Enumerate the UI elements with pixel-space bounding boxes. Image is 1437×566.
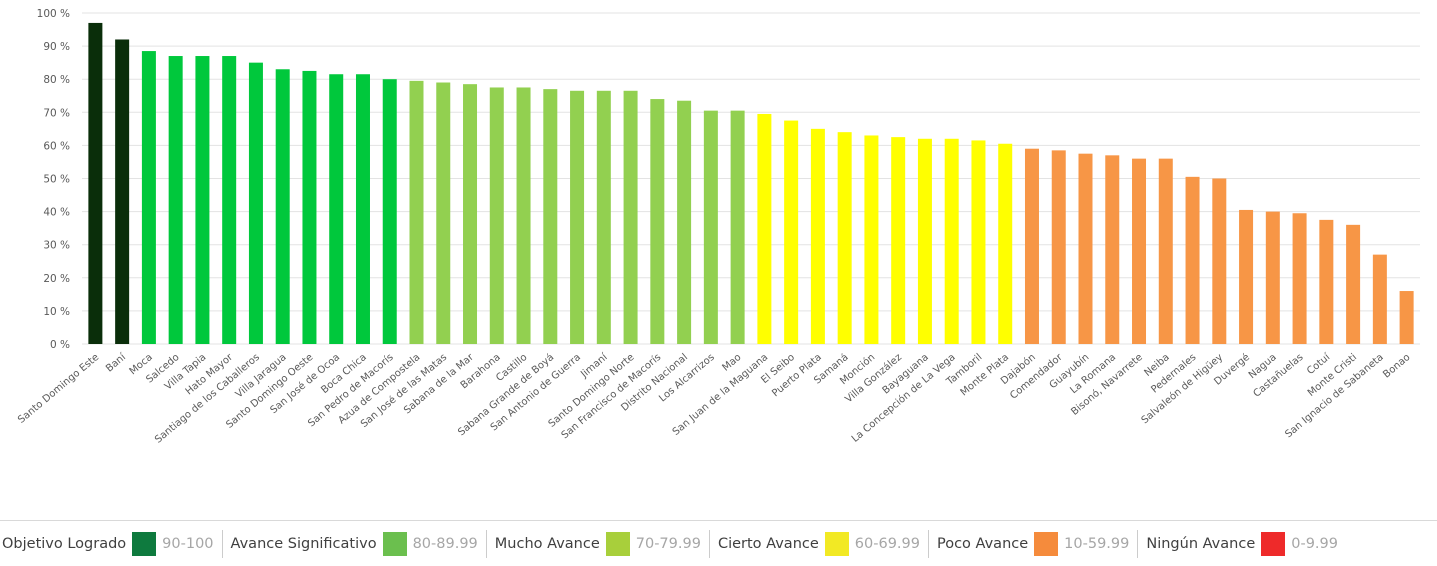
- bar: [864, 135, 879, 344]
- bar: [195, 56, 210, 344]
- legend-item: Ningún Avance 0-9.99: [1137, 529, 1346, 558]
- bar: [1292, 213, 1307, 344]
- bar: [1319, 219, 1334, 344]
- y-tick-label: 50 %: [43, 174, 70, 186]
- x-tick-label: Santo Domingo Este: [16, 352, 101, 426]
- bar: [596, 90, 611, 344]
- bar: [222, 56, 237, 344]
- legend-range: 0-9.99: [1291, 535, 1338, 552]
- bar: [436, 82, 451, 344]
- bar: [302, 70, 317, 345]
- bar: [810, 128, 825, 344]
- legend-swatch: [824, 531, 849, 556]
- bar: [1185, 176, 1200, 344]
- bar: [623, 90, 638, 344]
- bar: [944, 138, 959, 344]
- bar: [837, 132, 852, 344]
- chart: 0 % 10 % 20 % 30 % 40 % 50 % 60 % 70 % 80 % 90 % 1…: [16, 8, 1420, 446]
- x-tick-label: Baní: [103, 350, 129, 374]
- legend-swatch: [382, 531, 407, 556]
- legend-range: 10-59.99: [1064, 535, 1130, 552]
- legend-item: Mucho Avance 70-79.99: [485, 529, 709, 558]
- bar: [1132, 158, 1147, 344]
- bar: [88, 22, 103, 345]
- bar: [409, 80, 424, 344]
- bar: [1158, 158, 1173, 344]
- legend-range: 60-69.99: [854, 535, 920, 552]
- bar: [516, 87, 531, 344]
- bar: [917, 138, 932, 344]
- y-tick-label: 30 %: [43, 240, 70, 252]
- bar: [355, 74, 370, 345]
- bar: [971, 140, 986, 344]
- bar: [677, 100, 692, 344]
- legend-range: 90-100: [162, 535, 214, 552]
- bar: [784, 120, 799, 344]
- legend-item: Avance Significativo 80-89.99: [221, 529, 486, 558]
- legend-label: Mucho Avance: [494, 535, 600, 552]
- y-tick-label: 40 %: [43, 207, 70, 219]
- bar: [570, 90, 585, 344]
- bar: [1346, 224, 1361, 344]
- y-tick-label: 80 %: [43, 74, 70, 86]
- y-tick-label: 10 %: [43, 306, 70, 318]
- bar: [115, 39, 130, 344]
- x-tick-label: Bonao: [1381, 352, 1412, 381]
- legend-label: Cierto Avance: [717, 535, 819, 552]
- bar: [168, 56, 183, 344]
- legend-label: Objetivo Logrado: [2, 535, 127, 552]
- legend-item: Objetivo Logrado 90-100: [0, 530, 222, 558]
- y-tick-label: 20 %: [43, 273, 70, 285]
- bar: [891, 137, 906, 344]
- legend-label: Poco Avance: [936, 535, 1029, 552]
- bar: [1212, 178, 1227, 344]
- bar: [1239, 209, 1254, 344]
- bar: [248, 62, 263, 345]
- bar: [757, 113, 772, 344]
- bar: [1105, 155, 1120, 344]
- bar: [998, 143, 1013, 344]
- bar: [543, 89, 558, 344]
- legend-label: Ningún Avance: [1146, 535, 1256, 552]
- bar: [703, 110, 718, 345]
- legend-swatch: [1261, 531, 1286, 556]
- legend-item: Poco Avance 10-59.99: [927, 529, 1137, 558]
- legend-item: Cierto Avance 60-69.99: [708, 529, 928, 558]
- legend-range: 80-89.99: [412, 535, 478, 552]
- bar: [329, 74, 344, 345]
- legend-label: Avance Significativo: [230, 535, 377, 552]
- y-tick-label: 100 %: [37, 8, 70, 20]
- bar: [1372, 254, 1387, 344]
- legend: Objetivo Logrado 90-100 Avance Significati…: [0, 520, 1437, 566]
- legend-swatch: [1034, 531, 1059, 556]
- y-tick-label: 70 %: [43, 107, 70, 119]
- bar: [730, 110, 745, 345]
- y-tick-label: 0 %: [50, 339, 70, 351]
- bar: [1078, 153, 1093, 344]
- y-tick-label: 60 %: [43, 140, 70, 152]
- bar: [275, 69, 290, 345]
- bar: [650, 99, 665, 344]
- bar: [1024, 148, 1039, 344]
- legend-swatch: [132, 531, 157, 556]
- bar: [382, 79, 397, 344]
- y-tick-label: 90 %: [43, 41, 70, 53]
- legend-range: 70-79.99: [635, 535, 701, 552]
- bar: [141, 51, 156, 344]
- bar: [463, 84, 478, 344]
- bar: [1051, 150, 1066, 344]
- legend-swatch: [605, 531, 630, 556]
- bar: [1265, 211, 1280, 344]
- bar: [1399, 291, 1414, 344]
- bar: [489, 87, 504, 344]
